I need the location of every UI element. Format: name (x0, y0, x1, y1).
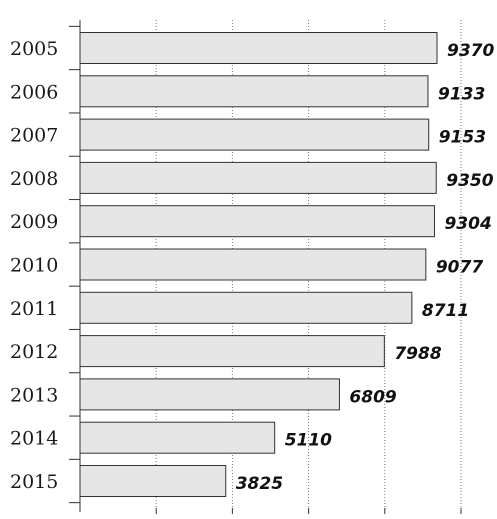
bar (79, 335, 385, 368)
bar (79, 421, 276, 454)
bar (79, 465, 227, 497)
value-label: 8711 (422, 301, 469, 321)
category-labels: 2005 2006 2007 2008 2009 2010 2011 2012 2013 2014… (10, 38, 58, 493)
category-label: 2015 (10, 471, 58, 493)
category-label: 2013 (10, 384, 58, 406)
value-labels: 9370 9133 9153 9350 9304 9077 8711 7988 6809 5110… (236, 41, 495, 494)
category-label: 2006 (10, 81, 58, 103)
category-label: 2007 (10, 125, 58, 147)
value-label: 9077 (436, 258, 483, 278)
value-label: 7988 (394, 344, 441, 364)
bar (79, 378, 340, 411)
category-label: 2005 (10, 38, 58, 60)
category-label: 2012 (10, 341, 58, 363)
category-label: 2008 (10, 168, 58, 190)
bar (79, 32, 438, 64)
value-label: 9370 (447, 41, 494, 61)
value-label: 6809 (349, 387, 396, 407)
value-label: 5110 (285, 431, 332, 451)
value-label: 3825 (236, 474, 283, 494)
value-label: 9153 (439, 128, 486, 148)
bars (79, 32, 438, 497)
bar (79, 161, 437, 194)
value-label: 9133 (438, 84, 485, 104)
value-label: 9350 (446, 171, 493, 191)
value-label: 9304 (444, 214, 491, 234)
bar (79, 248, 427, 281)
bar (79, 118, 430, 151)
category-label: 2010 (10, 255, 58, 277)
bar (79, 291, 413, 324)
category-label: 2011 (10, 298, 58, 320)
bar (79, 205, 435, 238)
category-label: 2009 (10, 211, 58, 233)
category-label: 2014 (10, 428, 58, 450)
bar (79, 75, 429, 108)
